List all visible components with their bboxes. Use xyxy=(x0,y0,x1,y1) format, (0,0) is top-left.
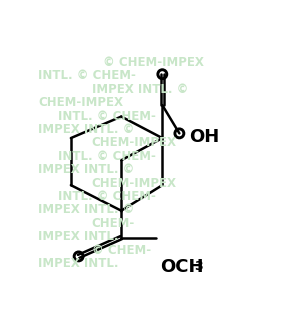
Text: CHEM-IMPEX: CHEM-IMPEX xyxy=(92,177,177,190)
Text: CHEM-IMPEX: CHEM-IMPEX xyxy=(38,96,123,109)
Text: 3: 3 xyxy=(195,260,203,273)
Text: INTL. © CHEM-: INTL. © CHEM- xyxy=(58,110,156,123)
Text: IMPEX INTL. ©: IMPEX INTL. © xyxy=(38,163,134,176)
Text: IMPEX INTL.: IMPEX INTL. xyxy=(38,230,119,243)
Text: © CHEM-: © CHEM- xyxy=(92,244,151,257)
Text: CHEM-: CHEM- xyxy=(92,217,135,230)
Text: INTL. © CHEM-: INTL. © CHEM- xyxy=(38,69,136,82)
Text: IMPEX INTL.: IMPEX INTL. xyxy=(38,257,119,270)
Text: IMPEX INTL. ©: IMPEX INTL. © xyxy=(92,83,188,96)
Text: INTL. © CHEM-: INTL. © CHEM- xyxy=(58,190,156,203)
Text: INTL. © CHEM-: INTL. © CHEM- xyxy=(58,150,156,163)
Text: OH: OH xyxy=(190,128,220,146)
Text: IMPEX INTL. ©: IMPEX INTL. © xyxy=(38,123,134,136)
Text: CHEM-IMPEX: CHEM-IMPEX xyxy=(92,136,177,149)
Text: OCH: OCH xyxy=(160,258,204,276)
Text: IMPEX INTL. ©: IMPEX INTL. © xyxy=(38,204,134,216)
Text: © CHEM-IMPEX: © CHEM-IMPEX xyxy=(103,56,204,69)
